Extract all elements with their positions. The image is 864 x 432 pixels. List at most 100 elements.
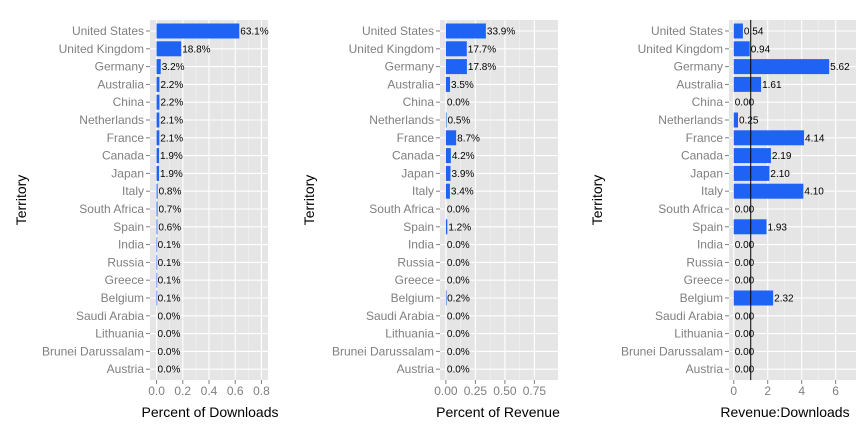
plot-background [440, 20, 558, 380]
bar [445, 290, 447, 306]
data-label: 0.1% [158, 240, 181, 251]
bar [156, 254, 158, 270]
bar [733, 148, 771, 164]
y-tick-label: Australia [387, 77, 434, 91]
y-tick-label: China [113, 95, 145, 109]
y-tick-label: Brunei Darussalam [621, 344, 723, 358]
y-tick-label: South Africa [658, 202, 723, 216]
bar [156, 237, 158, 253]
y-axis-title: Territory [589, 175, 605, 226]
y-tick-label: Australia [676, 77, 723, 91]
data-label: 0.2% [447, 294, 470, 305]
data-label: 0.00 [735, 258, 755, 269]
bar [733, 76, 762, 92]
y-tick-label: Saudi Arabia [655, 309, 723, 323]
x-tick-label: 6 [832, 384, 839, 398]
y-tick-label: United States [651, 24, 723, 38]
chart-panel-2: 33.9% 17.7% 17.8% 3.5% 0.0% 0.5% 8.7% 4.2% 3.9% 3… [301, 20, 560, 420]
y-tick-label: Belgium [391, 291, 434, 305]
bar [156, 165, 160, 181]
data-label: 0.00 [735, 240, 755, 251]
data-label: 18.8% [182, 44, 210, 55]
bar [156, 23, 240, 39]
y-tick-label: Italy [122, 184, 144, 198]
y-tick-label: Austria [397, 362, 435, 376]
data-label: 0.00 [735, 98, 755, 109]
y-tick-label: India [118, 238, 144, 252]
bar [733, 183, 804, 199]
data-label: 2.32 [774, 294, 794, 305]
chart-panel-1: 63.1% 18.8% 3.2% 2.2% 2.2% 2.1% 2.1% 1.9% 1.9% 0.… [13, 20, 278, 420]
data-label: 3.2% [162, 62, 185, 73]
data-label: 0.1% [158, 258, 181, 269]
data-label: 3.9% [452, 169, 475, 180]
x-axis-title: Percent of Revenue [436, 404, 560, 420]
y-tick-label: Italy [701, 184, 723, 198]
y-tick-label: United Kingdom [59, 42, 144, 56]
data-label: 0.0% [447, 347, 470, 358]
y-tick-label: Netherlands [658, 113, 723, 127]
bar [733, 59, 830, 75]
data-label: 0.7% [158, 205, 181, 216]
y-tick-label: Japan [690, 166, 723, 180]
bar [156, 183, 158, 199]
data-label: 0.0% [447, 98, 470, 109]
data-label: 3.5% [451, 80, 474, 91]
y-tick-label: Netherlands [369, 113, 434, 127]
y-tick-label: Lithuania [674, 327, 723, 341]
data-label: 0.00 [735, 276, 755, 287]
y-tick-label: Brunei Darussalam [332, 344, 434, 358]
data-label: 0.0% [158, 365, 181, 376]
bar [156, 41, 182, 57]
data-label: 2.2% [160, 98, 183, 109]
y-tick-label: Canada [681, 149, 723, 163]
y-tick-label: South Africa [369, 202, 434, 216]
y-axis-title: Territory [13, 175, 29, 226]
bar [156, 272, 158, 288]
data-label: 4.14 [805, 133, 825, 144]
x-tick-label: 0.6 [227, 384, 244, 398]
x-tick-label: 0 [730, 384, 737, 398]
data-label: 0.0% [447, 276, 470, 287]
y-tick-label: Russia [107, 255, 144, 269]
data-label: 0.00 [735, 347, 755, 358]
bar [445, 148, 451, 164]
y-tick-label: Canada [102, 149, 144, 163]
data-label: 0.00 [735, 365, 755, 376]
data-label: 0.00 [735, 311, 755, 322]
y-tick-label: Saudi Arabia [76, 309, 144, 323]
x-tick-label: 0.2 [174, 384, 191, 398]
data-label: 17.8% [468, 62, 496, 73]
data-label: 0.0% [447, 329, 470, 340]
data-label: 1.61 [762, 80, 782, 91]
bar [156, 94, 160, 110]
data-label: 0.6% [158, 222, 181, 233]
data-label: 8.7% [457, 133, 480, 144]
x-axis-title: Percent of Downloads [142, 404, 279, 420]
data-label: 0.0% [158, 311, 181, 322]
y-tick-label: France [397, 131, 435, 145]
y-tick-label: China [692, 95, 724, 109]
bar [733, 23, 743, 39]
data-label: 0.0% [447, 365, 470, 376]
y-tick-label: Greece [105, 273, 145, 287]
y-tick-label: Spain [403, 220, 434, 234]
bar [156, 112, 160, 128]
bar [445, 41, 467, 57]
y-tick-label: Lithuania [95, 327, 144, 341]
y-tick-label: Brunei Darussalam [42, 344, 144, 358]
bar [156, 148, 160, 164]
data-label: 0.1% [158, 276, 181, 287]
data-label: 2.2% [160, 80, 183, 91]
x-tick-label: 0.25 [464, 384, 488, 398]
y-tick-label: Lithuania [385, 327, 434, 341]
bar [445, 76, 451, 92]
y-tick-label: Germany [95, 60, 144, 74]
bar [156, 59, 161, 75]
bar [156, 219, 158, 235]
x-tick-label: 0.0 [148, 384, 165, 398]
data-label: 0.25 [739, 116, 759, 127]
y-tick-label: Greece [684, 273, 724, 287]
bar [733, 130, 805, 146]
bar [156, 290, 158, 306]
